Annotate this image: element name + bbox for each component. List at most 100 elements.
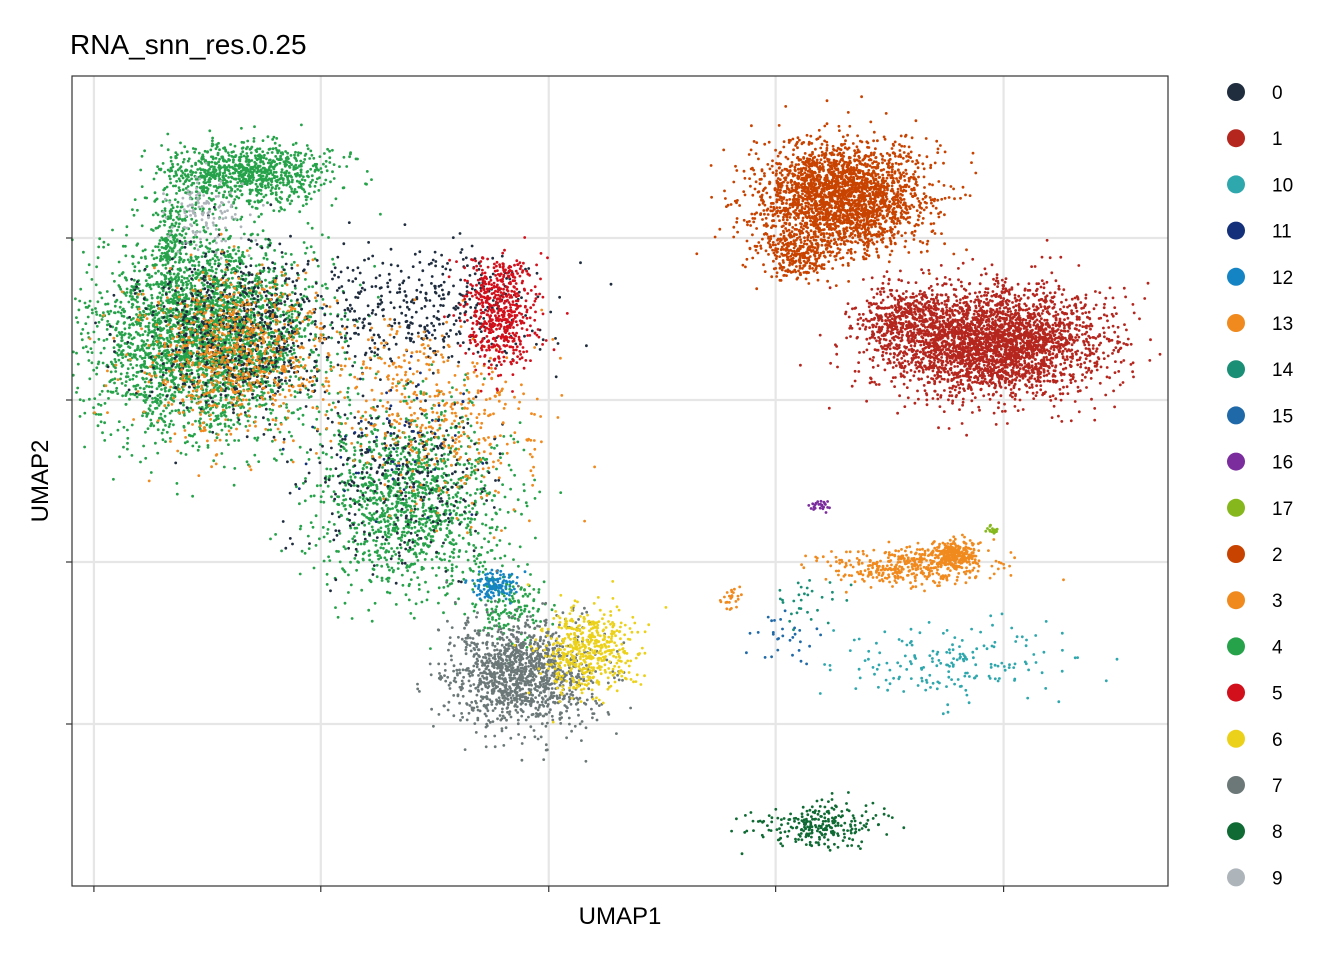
scatter-point <box>145 377 148 380</box>
scatter-point <box>376 295 380 299</box>
scatter-point <box>233 467 237 470</box>
scatter-point <box>494 528 498 532</box>
scatter-point <box>234 298 238 302</box>
scatter-point <box>119 300 123 304</box>
scatter-point <box>499 611 503 615</box>
scatter-point <box>138 386 142 390</box>
scatter-point <box>114 360 118 364</box>
scatter-point <box>216 386 220 390</box>
scatter-point <box>106 302 110 306</box>
scatter-point <box>131 208 134 212</box>
scatter-point <box>236 265 239 268</box>
scatter-point <box>240 274 244 278</box>
scatter-point <box>532 598 536 601</box>
scatter-point <box>163 414 167 418</box>
scatter-point <box>255 438 259 442</box>
scatter-point <box>511 585 515 588</box>
scatter-point <box>424 524 428 528</box>
scatter-point <box>131 285 135 289</box>
scatter-point <box>343 601 347 605</box>
scatter-point <box>385 504 388 507</box>
scatter-point <box>124 380 128 383</box>
scatter-point <box>254 404 258 408</box>
scatter-point <box>362 542 366 546</box>
scatter-point <box>315 417 319 421</box>
scatter-point <box>129 288 133 292</box>
scatter-point <box>126 436 130 440</box>
scatter-point <box>421 528 424 532</box>
scatter-point <box>248 246 252 250</box>
scatter-point <box>475 448 479 451</box>
scatter-point <box>167 310 170 313</box>
scatter-point <box>286 353 289 357</box>
scatter-point <box>452 548 456 551</box>
scatter-point <box>382 494 385 498</box>
chart-title: RNA_snn_res.0.25 <box>70 29 307 60</box>
scatter-point <box>164 280 168 284</box>
scatter-point <box>488 491 492 494</box>
scatter-point <box>258 147 262 151</box>
scatter-point <box>191 274 195 277</box>
scatter-point <box>193 284 197 288</box>
scatter-point <box>336 502 340 506</box>
scatter-point <box>267 270 271 274</box>
scatter-point <box>195 223 199 227</box>
scatter-point <box>120 339 124 342</box>
scatter-point <box>397 561 400 565</box>
scatter-point <box>430 363 434 366</box>
scatter-point <box>496 637 499 641</box>
scatter-point <box>486 599 490 603</box>
scatter-point <box>300 549 304 553</box>
scatter-point <box>253 436 257 440</box>
scatter-point <box>307 322 310 326</box>
scatter-point <box>409 514 413 517</box>
scatter-point <box>468 510 471 514</box>
scatter-point <box>325 410 329 413</box>
scatter-point <box>117 260 121 264</box>
scatter-point <box>553 603 556 607</box>
scatter-point <box>127 300 131 304</box>
scatter-point <box>338 415 342 419</box>
scatter-point <box>260 377 264 381</box>
scatter-point <box>92 330 96 334</box>
scatter-point <box>184 232 188 236</box>
scatter-point <box>329 364 333 368</box>
scatter-point <box>517 564 520 568</box>
scatter-point <box>113 279 116 283</box>
scatter-point <box>78 415 82 418</box>
scatter-point <box>194 171 198 174</box>
scatter-point <box>307 285 311 289</box>
scatter-point <box>538 490 542 494</box>
scatter-point <box>102 346 106 350</box>
scatter-point <box>408 565 411 569</box>
scatter-point <box>244 425 248 428</box>
scatter-point <box>420 465 423 469</box>
scatter-point <box>487 540 490 544</box>
scatter-point <box>360 505 364 509</box>
scatter-point <box>387 493 391 497</box>
scatter-point <box>359 542 363 546</box>
scatter-point <box>234 252 238 256</box>
scatter-point <box>234 332 238 336</box>
scatter-point <box>523 638 527 642</box>
scatter-point <box>519 608 523 612</box>
scatter-point <box>348 403 351 407</box>
scatter-point <box>425 481 429 484</box>
scatter-point <box>245 460 249 464</box>
scatter-point <box>151 323 155 327</box>
scatter-point <box>230 271 233 275</box>
scatter-point <box>406 543 409 547</box>
scatter-point <box>271 319 275 323</box>
scatter-point <box>243 295 247 299</box>
scatter-point <box>387 535 391 539</box>
scatter-point <box>76 321 80 324</box>
scatter-point <box>159 282 163 286</box>
scatter-point <box>95 265 98 269</box>
scatter-point <box>306 221 310 225</box>
scatter-point <box>409 504 412 508</box>
scatter-point <box>346 488 350 492</box>
scatter-point <box>160 417 164 421</box>
scatter-point <box>189 358 193 361</box>
scatter-point <box>103 421 106 425</box>
scatter-point <box>90 278 94 281</box>
